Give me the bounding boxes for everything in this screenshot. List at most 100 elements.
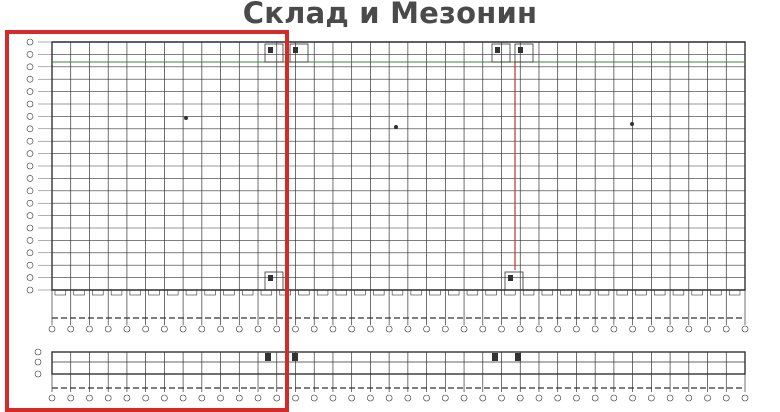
dock-door xyxy=(504,289,516,296)
axis-marker xyxy=(648,325,655,333)
dock-door xyxy=(204,289,216,296)
axis-marker xyxy=(48,325,56,333)
axis-marker xyxy=(67,325,75,333)
axis-marker xyxy=(104,325,112,333)
axis-marker xyxy=(367,325,374,333)
axis-marker xyxy=(535,325,543,333)
axis-marker xyxy=(516,325,524,333)
stair-core xyxy=(289,43,309,63)
axis-marker xyxy=(104,394,112,402)
stair-core xyxy=(514,43,534,63)
axis-marker xyxy=(329,394,337,402)
axis-marker xyxy=(348,325,355,333)
stair-core xyxy=(504,271,524,291)
dock-door xyxy=(354,289,366,296)
axis-marker xyxy=(273,394,281,402)
axis-marker xyxy=(254,325,262,333)
axis-marker xyxy=(666,394,674,402)
axis-marker xyxy=(179,325,187,333)
axis-marker xyxy=(741,325,749,333)
axis-marker xyxy=(573,325,580,333)
axis-marker xyxy=(26,286,34,294)
dock-door xyxy=(448,289,460,296)
axis-marker xyxy=(26,261,34,269)
stair-core-fill xyxy=(518,47,523,53)
stair-core-fill xyxy=(293,47,298,53)
stair-core-fill xyxy=(292,353,298,361)
axis-marker xyxy=(217,394,224,402)
dock-door xyxy=(54,289,67,296)
axis-marker xyxy=(142,394,149,402)
stair-core-fill xyxy=(268,275,273,281)
axis-marker xyxy=(722,325,730,333)
dock-door xyxy=(410,289,422,296)
axis-marker xyxy=(235,394,243,402)
axis-marker xyxy=(26,212,34,219)
axis-marker xyxy=(685,394,693,402)
axis-marker xyxy=(26,125,34,133)
axis-marker xyxy=(385,394,393,402)
axis-marker xyxy=(310,394,318,402)
axis-marker xyxy=(179,394,187,402)
axis-marker xyxy=(610,394,618,402)
dock-door xyxy=(728,289,741,296)
axis-marker xyxy=(161,325,168,333)
axis-marker xyxy=(161,394,168,402)
stair-core-fill xyxy=(265,353,271,361)
axis-marker xyxy=(26,113,34,120)
axis-marker xyxy=(648,394,655,402)
dock-door xyxy=(391,289,404,296)
axis-marker xyxy=(26,175,34,182)
axis-marker xyxy=(404,394,412,402)
dock-door xyxy=(316,289,329,296)
dock-door xyxy=(541,289,554,296)
dock-door xyxy=(298,289,310,296)
axis-marker xyxy=(423,394,430,402)
axis-marker xyxy=(86,325,93,333)
stair-core-fill xyxy=(268,47,273,53)
axis-marker xyxy=(516,394,524,402)
axis-marker xyxy=(235,325,243,333)
axis-marker xyxy=(666,325,674,333)
axis-marker xyxy=(722,394,730,402)
axis-marker xyxy=(67,394,75,402)
axis-marker xyxy=(423,325,430,333)
dock-door xyxy=(110,289,123,296)
dock-door xyxy=(654,289,666,296)
dock-door xyxy=(373,289,385,296)
axis-marker xyxy=(610,325,618,333)
axis-marker xyxy=(198,394,206,402)
dock-door xyxy=(129,289,141,296)
axis-marker xyxy=(498,325,505,333)
axis-marker xyxy=(629,325,636,333)
stair-core-fill xyxy=(492,353,498,361)
dock-door xyxy=(560,289,572,296)
axis-marker xyxy=(442,325,449,333)
axis-marker xyxy=(26,237,34,244)
stair-core-fill xyxy=(495,47,500,53)
axis-marker xyxy=(273,325,281,333)
axis-marker xyxy=(26,162,34,170)
dock-door xyxy=(616,289,628,296)
stair-core-fill xyxy=(515,353,521,361)
axis-marker xyxy=(26,38,34,46)
axis-marker xyxy=(385,325,393,333)
axis-marker xyxy=(685,325,693,333)
axis-marker xyxy=(26,150,34,157)
axis-marker xyxy=(704,394,711,402)
axis-marker xyxy=(442,394,449,402)
axis-marker xyxy=(741,394,749,402)
stair-core xyxy=(264,271,284,291)
axis-marker xyxy=(479,394,487,402)
axis-marker xyxy=(704,325,711,333)
page-title: Склад и Мезонин xyxy=(242,0,538,30)
dock-door xyxy=(672,289,685,296)
axis-marker xyxy=(460,394,468,402)
column-marker xyxy=(394,125,398,129)
axis-marker xyxy=(86,394,93,402)
stair-core xyxy=(491,43,511,63)
axis-marker xyxy=(254,394,262,402)
axis-marker xyxy=(479,325,487,333)
axis-marker xyxy=(26,51,34,58)
